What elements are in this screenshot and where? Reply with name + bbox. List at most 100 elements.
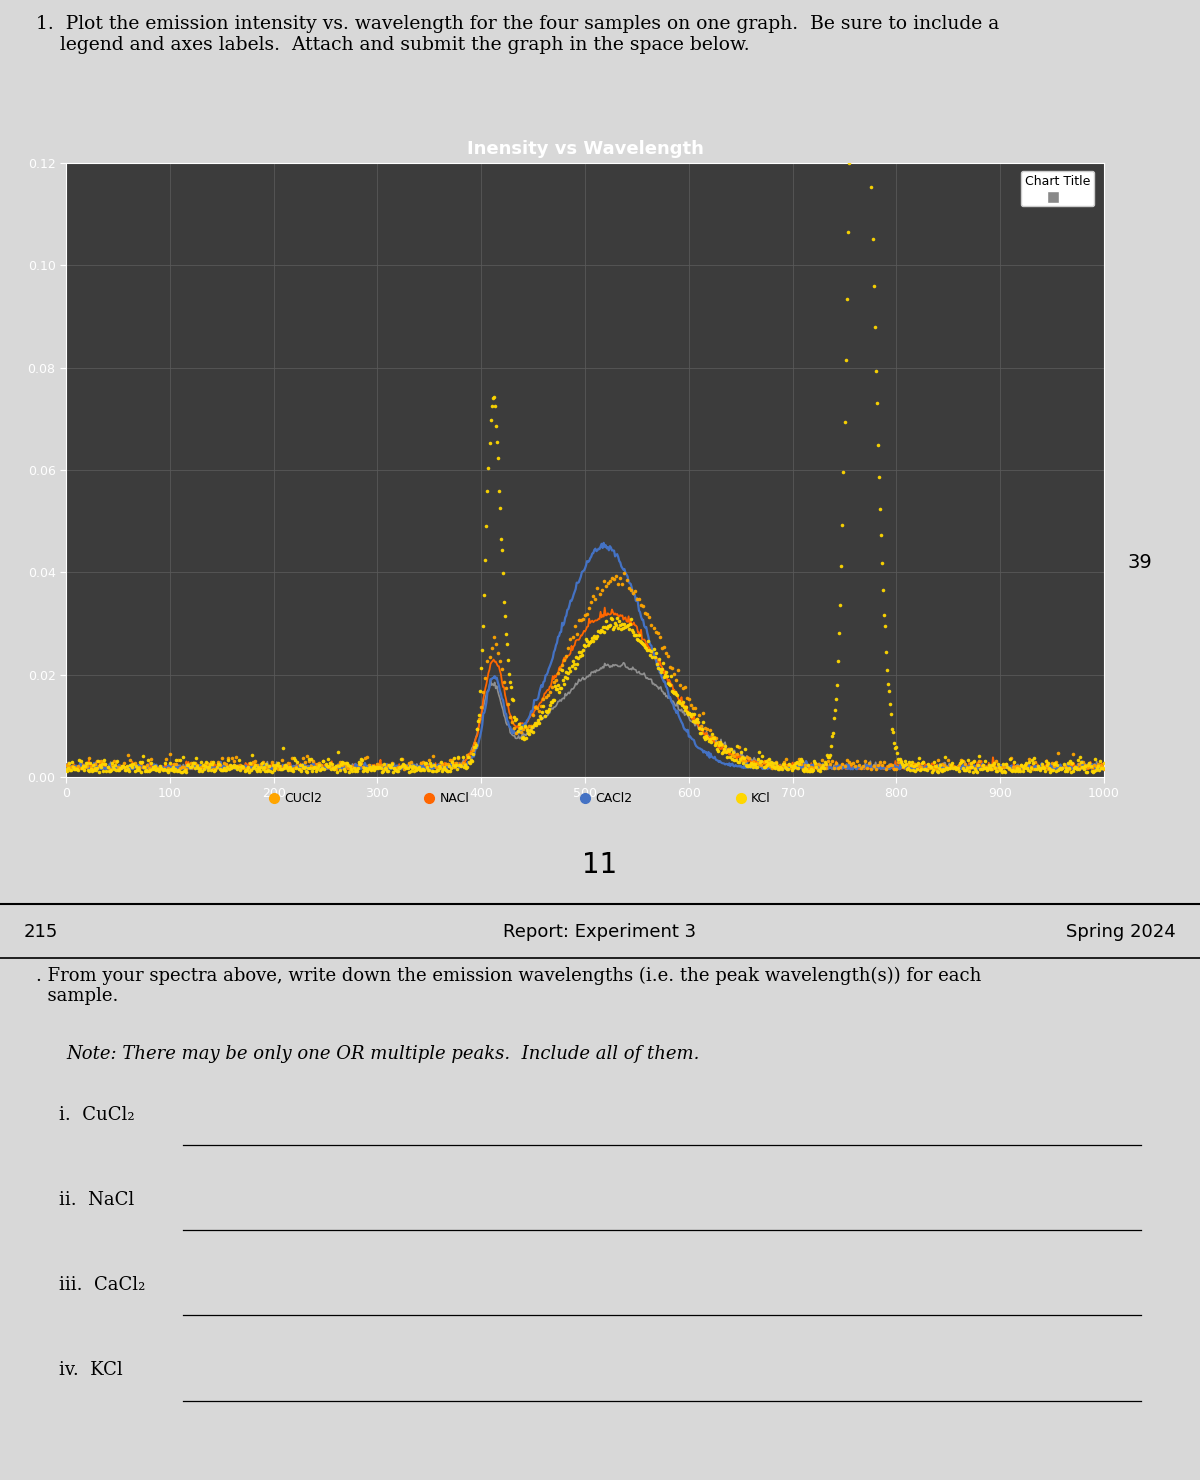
- Point: [130, 755, 149, 778]
- Point: [679, 702, 698, 725]
- Point: [904, 758, 923, 781]
- Point: [362, 756, 382, 780]
- Point: [671, 691, 690, 715]
- Point: [734, 746, 754, 770]
- Point: [590, 583, 610, 607]
- Point: [1051, 756, 1070, 780]
- Point: [89, 749, 108, 773]
- Point: [845, 753, 864, 777]
- Legend: : [1021, 170, 1094, 206]
- Point: [355, 758, 374, 781]
- Point: [491, 527, 510, 551]
- Point: [463, 741, 482, 765]
- Point: [161, 758, 180, 781]
- Point: [59, 756, 78, 780]
- Point: [119, 743, 138, 767]
- Point: [112, 756, 131, 780]
- Point: [1051, 756, 1070, 780]
- Point: [890, 747, 910, 771]
- Point: [1013, 753, 1032, 777]
- Point: [392, 753, 412, 777]
- Point: [256, 759, 275, 783]
- Point: [748, 752, 767, 776]
- Point: [403, 756, 422, 780]
- Point: [960, 759, 979, 783]
- Point: [899, 750, 918, 774]
- Point: [94, 759, 113, 783]
- Point: [368, 756, 388, 780]
- Point: [883, 721, 902, 744]
- Text: KCl: KCl: [751, 792, 770, 805]
- Text: iv.  KCl: iv. KCl: [59, 1362, 122, 1379]
- Point: [440, 747, 460, 771]
- Point: [320, 750, 340, 774]
- Point: [60, 759, 79, 783]
- Point: [341, 756, 360, 780]
- Point: [324, 758, 343, 781]
- Point: [622, 607, 641, 630]
- Point: [923, 759, 942, 783]
- Point: [250, 758, 269, 781]
- Point: [146, 758, 166, 781]
- Point: [720, 739, 739, 762]
- Point: [868, 753, 887, 777]
- Point: [283, 759, 302, 783]
- Point: [1006, 758, 1025, 781]
- Point: [353, 755, 372, 778]
- Point: [361, 756, 380, 780]
- Point: [158, 761, 178, 784]
- Point: [482, 394, 502, 417]
- Point: [318, 756, 337, 780]
- Point: [191, 755, 210, 778]
- Point: [1066, 756, 1085, 780]
- Point: [73, 753, 92, 777]
- Point: [492, 539, 511, 562]
- Point: [799, 759, 818, 783]
- Point: [494, 670, 514, 694]
- Point: [420, 747, 439, 771]
- Point: [1037, 749, 1056, 773]
- Point: [910, 755, 929, 778]
- Point: [199, 755, 218, 778]
- Point: [815, 750, 834, 774]
- Point: [798, 756, 817, 780]
- Point: [953, 749, 972, 773]
- Point: [347, 756, 366, 780]
- Point: [450, 753, 469, 777]
- Point: [832, 554, 851, 577]
- Point: [152, 758, 172, 781]
- Point: [1058, 752, 1078, 776]
- Point: [1010, 759, 1030, 783]
- Point: [961, 753, 980, 777]
- Point: [1046, 750, 1066, 774]
- Point: [214, 758, 233, 781]
- Point: [1072, 755, 1091, 778]
- Point: [484, 386, 503, 410]
- Point: [576, 628, 595, 651]
- Point: [856, 749, 875, 773]
- Point: [810, 759, 829, 783]
- Point: [883, 753, 902, 777]
- Point: [193, 753, 212, 777]
- Point: [224, 749, 244, 773]
- Point: [898, 756, 917, 780]
- Point: [992, 759, 1012, 783]
- Point: [355, 746, 374, 770]
- Point: [822, 734, 841, 758]
- Point: [402, 756, 421, 780]
- Point: [1091, 749, 1110, 773]
- Point: [233, 755, 252, 778]
- Point: [504, 688, 523, 712]
- Point: [793, 756, 812, 780]
- Point: [125, 752, 144, 776]
- Point: [691, 715, 710, 739]
- Point: [559, 662, 578, 685]
- Point: [396, 755, 415, 778]
- Point: [660, 673, 679, 697]
- Point: [299, 747, 318, 771]
- Point: [1052, 756, 1072, 780]
- Point: [941, 756, 960, 780]
- Point: [71, 749, 90, 773]
- Point: [1073, 755, 1092, 778]
- Point: [384, 756, 403, 780]
